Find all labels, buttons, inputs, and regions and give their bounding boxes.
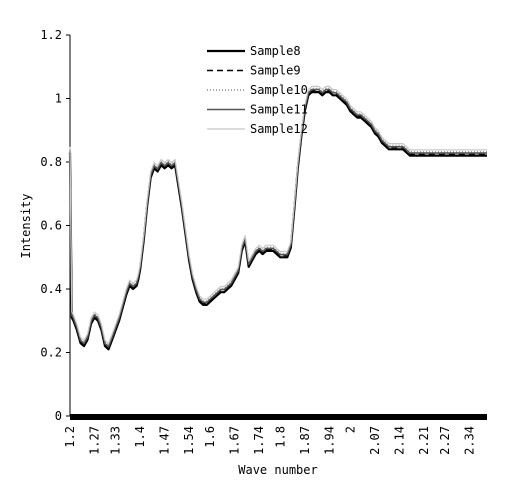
x-tick-label: 1.4 [133,426,147,448]
x-tick-label: 1.2 [63,426,77,448]
x-tick-label: 1.6 [203,426,217,448]
y-tick-label: 0.4 [40,282,62,296]
x-tick-label: 2 [343,426,357,433]
x-tick-label: 1.47 [158,426,172,455]
x-tick-label: 1.74 [252,426,266,455]
x-tick-label: 2.34 [462,426,476,455]
plot-area: 0 0.2 0.4 0.6 0.8 1 1.2 1.2 1.27 1.33 1.4 1.47 1.54 1… [40,28,487,455]
legend-label: Sample10 [250,83,308,97]
y-tick-label: 0.6 [40,219,62,233]
y-axis-label: Intensity [19,193,33,258]
legend-label: Sample8 [250,44,301,58]
legend-label: Sample9 [250,64,301,78]
x-tick-label: 1.54 [182,426,196,455]
x-tick-label: 1.8 [273,426,287,448]
x-axis-baseline [70,414,487,420]
x-tick-label: 1.33 [109,426,123,455]
x-tick-label: 2.14 [392,426,406,455]
x-tick-label: 1.67 [228,426,242,455]
x-tick-label: 1.27 [88,426,102,455]
legend: Sample8 Sample9 Sample10 Sample11 Sample12 [207,44,308,136]
x-tick-label: 1.87 [298,426,312,455]
y-tick-label: 0.8 [40,155,62,169]
x-tick-label: 2.27 [438,426,452,455]
series-line-sample11 [69,88,487,348]
x-tick-label: 2.07 [368,426,382,455]
series-layer [68,85,487,351]
y-tick-label: 1.2 [40,28,62,42]
x-axis-label: Wave number [238,463,317,477]
y-tick-label: 0 [55,409,62,423]
legend-label: Sample11 [250,103,308,117]
y-tick-label: 1 [55,92,62,106]
series-line-sample8 [68,90,487,351]
x-tick-label: 2.21 [417,426,431,455]
y-tick-label: 0.2 [40,346,62,360]
legend-label: Sample12 [250,122,308,136]
series-line-sample12 [69,85,487,345]
x-tick-label: 1.94 [322,426,336,455]
